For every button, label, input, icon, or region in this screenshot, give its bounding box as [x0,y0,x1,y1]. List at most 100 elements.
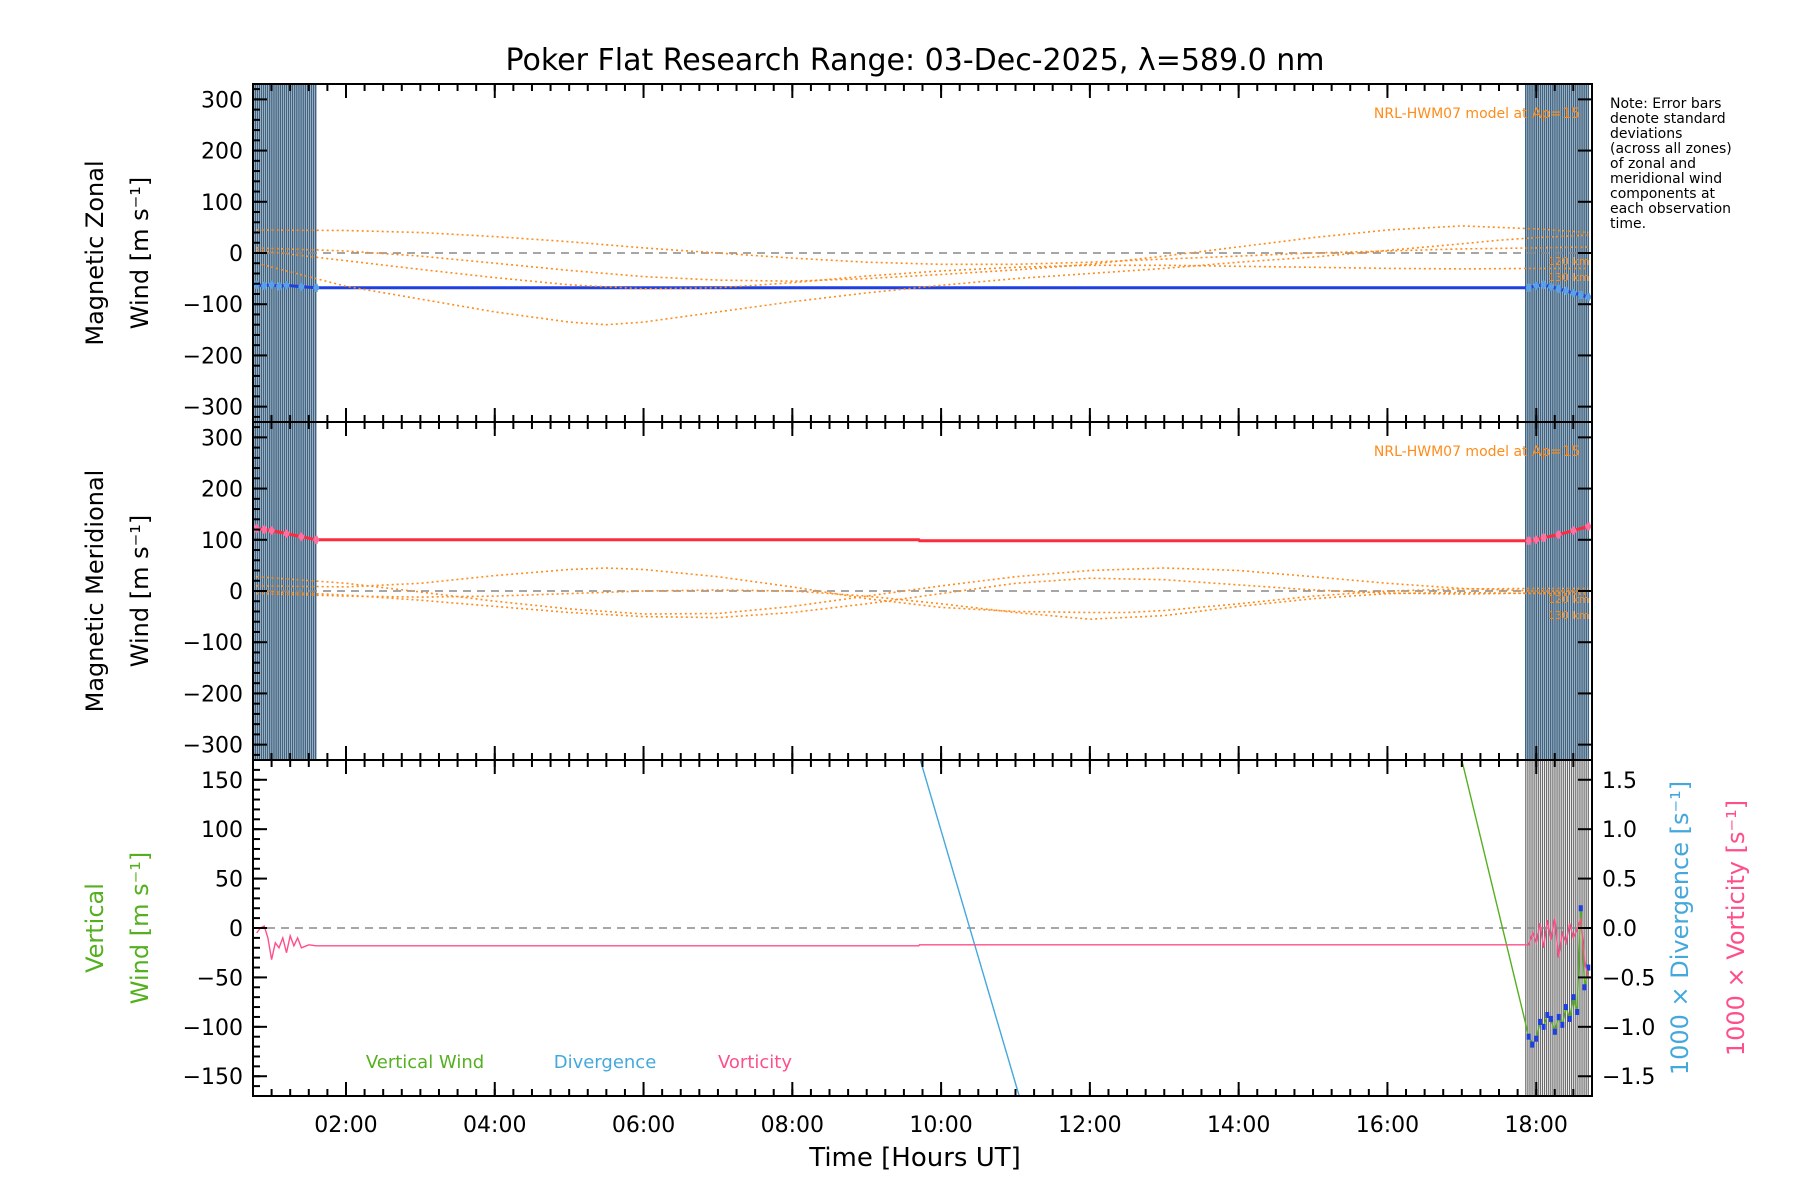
y3-axis-label: 1000 × Vorticity [s⁻¹] [1722,800,1750,1056]
legend-item: Vertical Wind [366,1052,484,1073]
y-tick-label: −50 [197,966,243,991]
data-point [1555,285,1562,292]
vertical-wind-point [1560,1021,1565,1028]
y-tick-label: 50 [215,868,243,893]
y2-tick-label: 0.0 [1602,917,1637,942]
data-point [1533,536,1540,543]
model-wind-line [256,589,1589,621]
model-label: NRL-HWM07 model at Ap=15 [1374,444,1580,460]
model-wind-line [256,567,1589,614]
x-tick-label: 08:00 [761,1113,824,1138]
plot-area [253,84,1592,422]
y-tick-label: −100 [183,631,243,656]
y-axis-label: Magnetic Meridional Wind [m s⁻¹] [81,470,154,713]
y-tick-label: 300 [201,88,243,113]
model-wind-line [256,225,1589,283]
y-tick-label: 0 [229,580,243,605]
model-altitude-label: 120 km [1548,255,1590,268]
plot-area [253,760,1592,1096]
y-axis-label-line: Wind [m s⁻¹] [126,852,154,1004]
data-point [298,283,305,290]
y-tick-label: 0 [229,242,243,267]
error-bar-note: Note: Error bars denote standard deviati… [1610,96,1732,232]
note-line: of zonal and [1610,156,1696,172]
y2-tick-label: −1.0 [1602,1016,1655,1041]
data-point [1540,534,1547,541]
data-point [298,533,305,540]
vertical-wind-point [1537,1018,1542,1025]
model-wind-line [256,234,1589,326]
y-tick-label: 100 [201,818,243,843]
data-point [313,536,320,543]
y-tick-label: 200 [201,478,243,503]
note-line: (across all zones) [1610,141,1732,157]
vertical-wind-point [1563,1004,1568,1011]
zonal-wind-panel: NRL-HWM07 model at Ap=15 120 km 130 km 300 2… [81,83,1593,423]
note-line: denote standard [1610,111,1726,127]
vertical-wind-point [1552,1028,1557,1035]
x-tick-label: 04:00 [463,1113,526,1138]
data-point [1577,291,1584,298]
data-point [1555,531,1562,538]
y-tick-label: −150 [183,1065,243,1090]
y-axis-label-line: Wind [m s⁻¹] [126,515,154,667]
vertical-wind-point [1578,905,1583,912]
vertical-wind-point [1567,1015,1572,1022]
legend-item: Divergence [554,1052,657,1073]
y-tick-label: 100 [201,529,243,554]
data-point [261,526,268,533]
vorticity-axis-label: 1000 × Vorticity [s⁻¹] [1722,800,1750,1056]
y2-tick-label: 1.5 [1602,769,1637,794]
data-point [1570,527,1577,534]
y-axis-label-line: Wind [m s⁻¹] [126,177,154,329]
vertical-wind-point [1545,1011,1550,1018]
x-tick-label: 14:00 [1207,1113,1270,1138]
note-line: deviations [1610,126,1682,142]
vertical-wind-point [1556,1013,1561,1020]
data-point [283,530,290,537]
y2-tick-label: −1.5 [1602,1065,1655,1090]
data-point [268,527,275,534]
vertical-wind-point [1571,994,1576,1001]
model-wind-line [256,577,1589,619]
note-line: meridional wind [1610,171,1722,187]
y-axis-label-line: Magnetic Meridional [81,470,109,713]
y-axis-label: Magnetic Zonal Wind [m s⁻¹] [81,160,154,345]
x-axis-label: Time [Hours UT] [808,1143,1021,1173]
y2-tick-label: −0.5 [1602,966,1655,991]
model-altitude-label: 120 km [1548,593,1590,606]
y-tick-label: −100 [183,1016,243,1041]
y2-tick-label: 1.0 [1602,818,1637,843]
model-wind-line [256,229,1589,266]
data-point [1585,523,1592,530]
data-point [261,282,268,289]
model-wind-line [256,567,1589,615]
vorticity-line [256,917,1589,978]
vertical-wind-point [1534,1035,1539,1042]
data-point [313,284,320,291]
legend-item: Vorticity [718,1052,792,1073]
y-tick-label: −200 [183,682,243,707]
vertical-wind-point [1586,964,1591,971]
divergence-line [919,760,1020,1096]
vertical-wind-point [1541,1023,1546,1030]
note-line: Note: Error bars [1610,96,1721,112]
data-point [253,525,260,532]
x-tick-label: 18:00 [1505,1113,1568,1138]
model-altitude-label: 130 km [1548,609,1590,622]
model-wind-line [256,249,1589,290]
data-point [1533,282,1540,289]
vertical-wind-panel: 150 100 50 0 −50 −100 −150 Vertical Wind [m s⁻¹]… [81,759,1750,1138]
y-tick-label: −300 [183,396,243,421]
measured-wind-line [256,283,1589,299]
vertical-wind-point [1526,1033,1531,1040]
divergence-axis-label: 1000 × Divergence [s⁻¹] [1666,781,1694,1075]
note-line: each observation [1610,201,1731,217]
vertical-wind-point [1530,1041,1535,1048]
model-altitude-label: 130 km [1548,271,1590,284]
x-tick-label: 06:00 [612,1113,675,1138]
data-point [1570,289,1577,296]
meridional-wind-panel: NRL-HWM07 model at Ap=15 120 km 130 km 300 2… [81,421,1593,761]
